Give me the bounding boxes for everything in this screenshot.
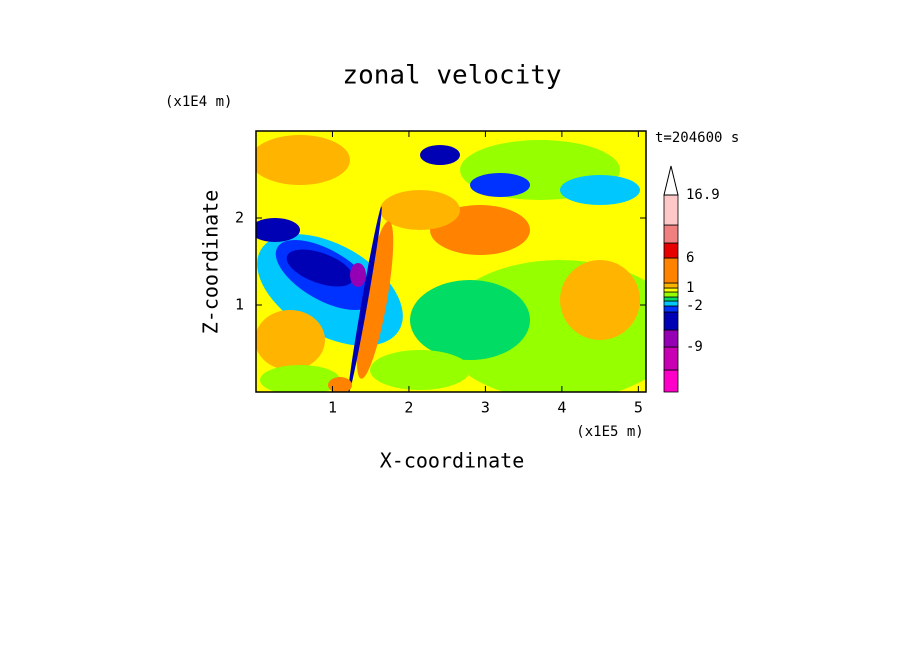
colorbar-label: 6 xyxy=(686,250,694,266)
chart-title: zonal velocity xyxy=(342,61,561,91)
colorbar-segment xyxy=(663,300,679,307)
colorbar-segment xyxy=(663,296,679,302)
y-tick-label: 1 xyxy=(235,296,244,314)
x-tick-label: 5 xyxy=(634,399,643,417)
colorbar-segment xyxy=(663,329,679,348)
colorbar-label: -9 xyxy=(686,339,703,355)
contour-field xyxy=(256,131,646,392)
x-tick-label: 4 xyxy=(557,399,566,417)
x-unit: (x1E5 m) xyxy=(576,424,643,440)
colorbar-segment xyxy=(663,194,679,226)
plot-frame xyxy=(255,130,647,393)
colorbar-segment xyxy=(663,287,679,293)
colorbar-segment xyxy=(663,369,679,393)
x-tick-label: 1 xyxy=(328,399,337,417)
colorbar-segment xyxy=(663,311,679,331)
colorbar-segment xyxy=(663,305,679,313)
colorbar-segment xyxy=(663,257,679,284)
colorbar-label: -2 xyxy=(686,298,703,314)
x-tick-label: 3 xyxy=(481,399,490,417)
colorbar-arrow xyxy=(663,165,679,196)
colorbar-segment xyxy=(663,242,679,259)
x-tick-label: 2 xyxy=(404,399,413,417)
time-label: t=204600 s xyxy=(655,130,739,146)
y-tick-label: 2 xyxy=(235,209,244,227)
colorbar-segment xyxy=(663,291,679,298)
x-axis-label: X-coordinate xyxy=(380,449,525,473)
colorbar-segment xyxy=(663,224,679,244)
colorbar-label: 16.9 xyxy=(686,187,720,203)
y-axis-label: Z-coordinate xyxy=(199,190,223,335)
colorbar-segment xyxy=(663,346,679,371)
colorbar-label: 1 xyxy=(686,280,694,296)
colorbar-segment xyxy=(663,282,679,289)
y-unit: (x1E4 m) xyxy=(165,94,232,110)
